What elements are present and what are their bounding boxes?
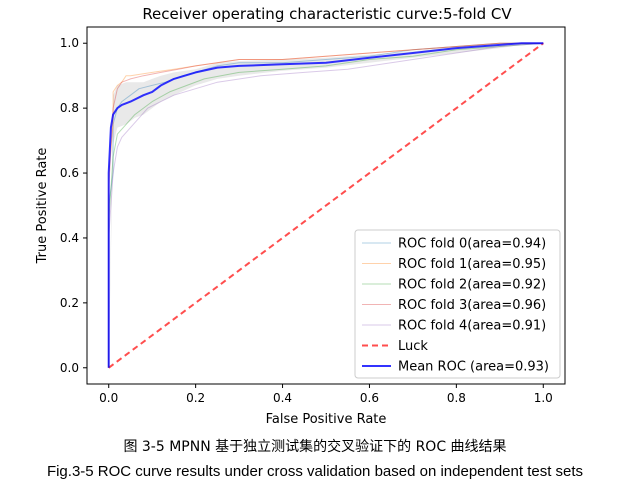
x-tick-label: 0.6 xyxy=(360,391,379,405)
legend-label: ROC fold 4(area=0.91) xyxy=(398,319,546,334)
figure-caption-chinese: 图 3-5 MPNN 基于独立测试集的交叉验证下的 ROC 曲线结果 xyxy=(123,439,507,455)
plot-area xyxy=(107,42,544,369)
y-tick-label: 0.0 xyxy=(60,361,79,375)
legend-label: Mean ROC (area=0.93) xyxy=(398,360,549,375)
x-axis-label: False Positive Rate xyxy=(266,412,387,427)
legend-label: ROC fold 2(area=0.92) xyxy=(398,278,546,293)
y-tick-label: 0.8 xyxy=(60,101,79,115)
y-tick-label: 0.2 xyxy=(60,296,79,310)
series-line-3 xyxy=(108,42,544,368)
legend-label: Luck xyxy=(398,339,428,354)
series-line-5 xyxy=(108,42,544,369)
roc-chart: Receiver operating characteristic curve:… xyxy=(35,5,566,427)
figure-caption-english: Fig.3-5 ROC curve results under cross va… xyxy=(46,463,584,480)
series-line-1 xyxy=(108,42,544,368)
y-tick-label: 1.0 xyxy=(60,36,79,50)
legend-label: ROC fold 3(area=0.96) xyxy=(398,298,546,313)
y-tick-label: 0.6 xyxy=(60,166,79,180)
legend-label: ROC fold 0(area=0.94) xyxy=(398,237,546,252)
series-line-4 xyxy=(108,42,544,368)
legend-box xyxy=(354,229,561,379)
x-tick-label: 1.0 xyxy=(534,391,553,405)
x-tick-label: 0.0 xyxy=(99,391,118,405)
y-axis-label: True Positive Rate xyxy=(35,148,50,265)
axes-frame xyxy=(86,26,566,385)
series-line-2 xyxy=(108,42,544,368)
chart-title: Receiver operating characteristic curve:… xyxy=(142,5,512,23)
y-tick-label: 0.4 xyxy=(60,231,79,245)
x-tick-label: 0.8 xyxy=(447,391,466,405)
x-tick-label: 0.2 xyxy=(186,391,205,405)
x-tick-label: 0.4 xyxy=(273,391,292,405)
series-line-6 xyxy=(107,42,544,368)
axis-ticks: 0.0 0.2 0.4 0.6 0.8 1.0 0.0 0.2 0.4 0.6 0.8 1.0 xyxy=(60,36,553,405)
legend: ROC fold 0(area=0.94) ROC fold 1(area=0.9… xyxy=(354,229,561,379)
legend-label: ROC fold 1(area=0.95) xyxy=(398,257,546,272)
